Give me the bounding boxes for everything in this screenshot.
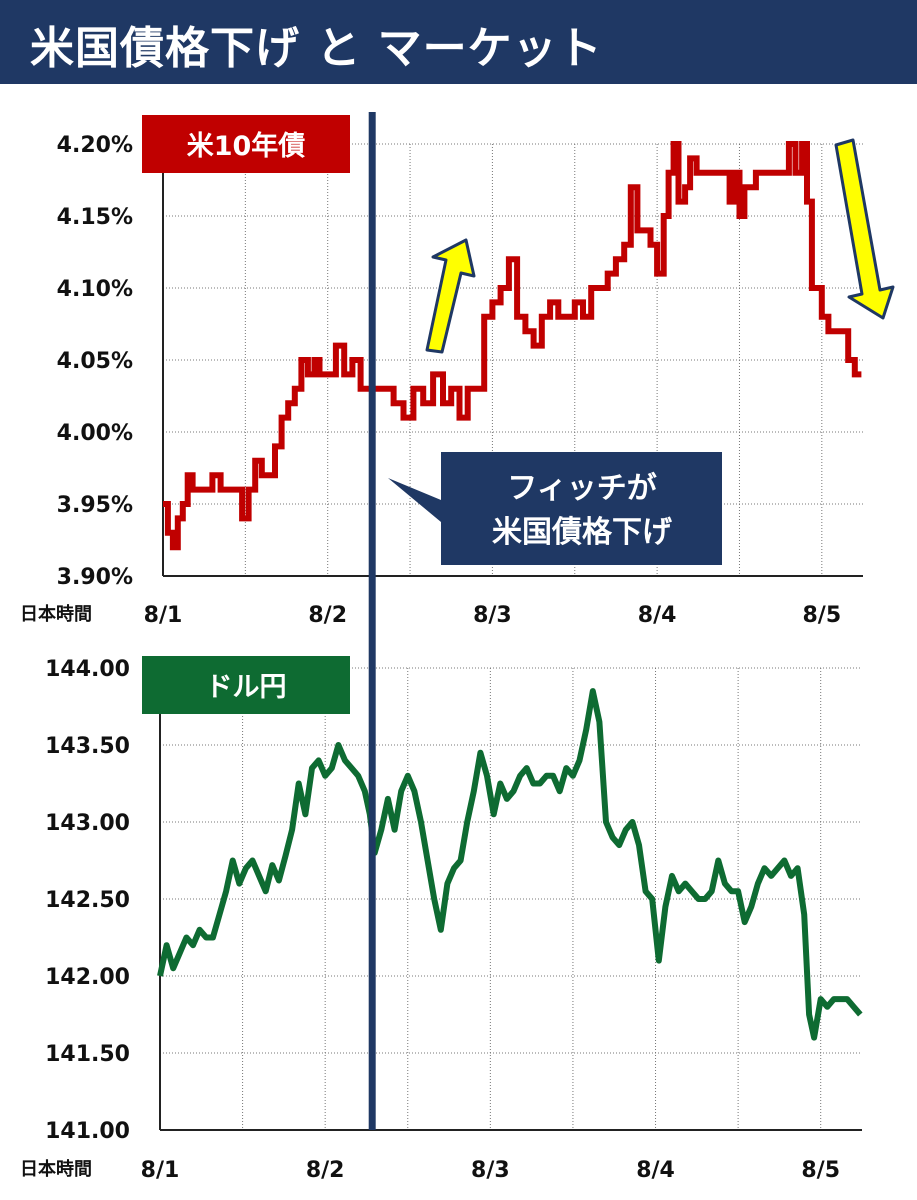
usdjpy-chart-tag: ドル円 [142,656,350,714]
usdjpy-chart-y-tick-label: 141.50 [45,1042,130,1067]
usdjpy-chart-x-ticks: 8/1 8/2 8/3 8/4 8/5 [141,1158,840,1183]
header-bar: 米国債格下げ と マーケット [0,0,917,84]
bond-chart-y-tick-label: 3.90% [57,565,133,590]
bond-chart-x-ticks: 8/1 8/2 8/3 8/4 8/5 [144,603,841,628]
bond-chart-y-tick-label: 4.10% [57,277,133,302]
bond-yield-series-line [163,141,862,551]
bond-chart-xlabel: 日本時間 [20,603,92,625]
bond-chart-y-tick-label: 4.05% [57,349,133,374]
bond-chart-y-tick-label: 4.15% [57,205,133,230]
usdjpy-chart-y-ticks: 141.00 141.50 142.00 142.50 143.00 143.50 144.… [45,657,130,1144]
callout-box [388,452,722,565]
bond-chart-y-tick-label: 4.20% [57,133,133,158]
usdjpy-series-line [157,688,863,1041]
usdjpy-chart-y-tick-label: 142.50 [45,888,130,913]
bond-chart-x-tick-label: 8/5 [802,603,841,628]
callout-line-2: 米国債格下げ [492,515,673,550]
usdjpy-chart-axes [159,664,862,1131]
usdjpy-chart-x-tick-label: 8/2 [306,1158,345,1183]
usdjpy-chart-xlabel: 日本時間 [20,1158,92,1180]
downgrade-callout: フィッチが 米国債格下げ [388,452,722,565]
bond-chart-y-ticks: 3.90% 3.95% 4.00% 4.05% 4.10% 4.15% 4.20% [57,133,133,590]
bond-chart-x-tick-label: 8/3 [473,603,512,628]
bond-chart-y-tick-label: 4.00% [57,421,133,446]
bond-chart-tag: 米10年債 [142,115,350,173]
usdjpy-chart-tag-label: ドル円 [206,672,287,703]
usdjpy-chart-tag-box [142,656,350,714]
down-arrow-icon [834,138,895,320]
up-arrow-icon [425,238,476,354]
bond-chart-x-tick-label: 8/2 [308,603,347,628]
bond-chart-tag-box [142,115,350,173]
usdjpy-chart-y-tick-label: 141.00 [45,1119,130,1144]
bond-chart-x-tick-label: 8/1 [144,603,183,628]
bond-yield-chart: 3.90%3.95%4.00%4.05%4.10%4.15%4.20% 8/1 8… [20,115,895,628]
usdjpy-chart-x-tick-label: 8/5 [801,1158,840,1183]
usdjpy-chart-y-tick-label: 143.00 [45,811,130,836]
bond-chart-x-tick-label: 8/4 [638,603,677,628]
usdjpy-chart-grid [160,667,862,1130]
usdjpy-chart-y-tick-label: 144.00 [45,657,130,682]
usdjpy-chart-x-tick-label: 8/3 [471,1158,510,1183]
bond-chart-tag-label: 米10年債 [187,130,306,162]
page-title: 米国債格下げ と マーケット [30,23,603,74]
bond-chart-axes [162,115,863,577]
usdjpy-chart-x-tick-label: 8/4 [636,1158,675,1183]
callout-line-1: フィッチが [507,471,656,506]
usdjpy-chart-x-tick-label: 8/1 [141,1158,180,1183]
usdjpy-chart-y-tick-label: 142.00 [45,965,130,990]
usdjpy-chart: 141.00 141.50 142.00 142.50 143.00 143.50 144.… [20,656,863,1183]
usdjpy-chart-y-tick-label: 143.50 [45,734,130,759]
bond-chart-y-tick-label: 3.95% [57,493,133,518]
